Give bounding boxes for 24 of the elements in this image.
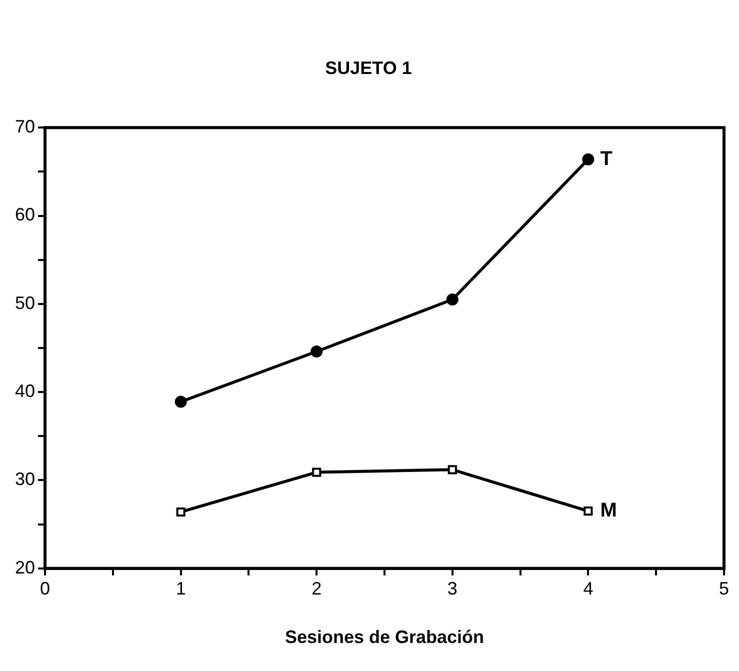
y-tick-label: 70 (14, 116, 36, 137)
x-tick-label: 1 (176, 578, 186, 598)
y-tick-label: 50 (14, 292, 36, 313)
y-tick-label: 40 (14, 381, 36, 402)
y-tick-label: 20 (14, 557, 36, 578)
series-label: T (600, 148, 612, 170)
chart-title: SUJETO 1 (325, 58, 412, 78)
y-tick-label: 30 (14, 469, 36, 490)
x-axis-title: Sesiones de Grabación (284, 627, 484, 648)
y-tick-label: 60 (14, 204, 36, 225)
point (312, 468, 322, 477)
x-tick-label: 0 (40, 578, 50, 598)
x-tick-label: 3 (447, 578, 458, 598)
series-label: M (600, 500, 617, 522)
point (584, 506, 593, 516)
point (310, 346, 323, 358)
point (446, 294, 458, 306)
point (448, 465, 457, 474)
x-tick-label: 2 (312, 578, 322, 598)
x-tick-label: 4 (583, 578, 594, 598)
point (176, 507, 186, 517)
point (174, 396, 187, 408)
x-tick-label: 5 (718, 578, 730, 598)
point (582, 153, 594, 166)
